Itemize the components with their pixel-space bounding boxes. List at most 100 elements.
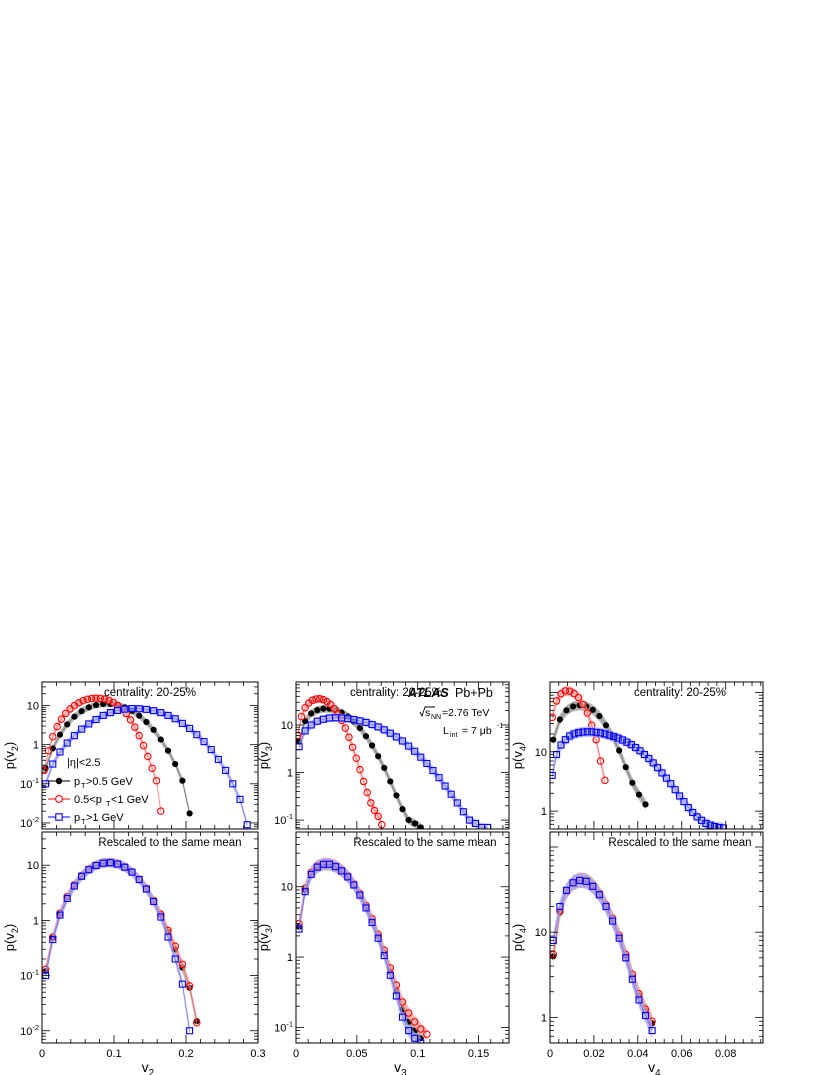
luminosity-label: L int = 7 μb -1 xyxy=(443,723,503,739)
point-high xyxy=(164,711,172,719)
point-high xyxy=(63,894,71,902)
x-tick-label: 0.2 xyxy=(178,1048,193,1060)
y-axis-label: p(v4) xyxy=(510,924,528,951)
series-all xyxy=(42,857,200,1026)
point-all xyxy=(589,706,596,713)
point-high xyxy=(236,795,244,803)
point-high xyxy=(49,935,57,944)
point-high xyxy=(592,728,600,736)
point-low xyxy=(79,696,87,705)
panel-annotation: Rescaled to the same mean xyxy=(98,837,241,849)
point-high xyxy=(680,798,688,806)
y-tick-label: 10-1 xyxy=(274,1019,293,1034)
point-high xyxy=(702,819,710,828)
point-high xyxy=(56,911,64,919)
point-low xyxy=(157,807,165,815)
line-low xyxy=(551,690,606,781)
point-low xyxy=(423,1030,431,1038)
point-high xyxy=(429,767,437,775)
svg-text:int: int xyxy=(450,732,457,739)
point-high xyxy=(628,975,636,983)
point-high xyxy=(78,725,86,733)
plot-frame xyxy=(549,681,764,830)
point-high xyxy=(350,881,358,889)
point-high xyxy=(344,873,352,881)
line-high xyxy=(551,731,724,829)
point-all xyxy=(314,707,321,714)
point-all xyxy=(78,708,85,715)
point-all xyxy=(393,792,400,799)
point-low xyxy=(561,687,570,695)
point-high xyxy=(570,730,578,738)
point-high xyxy=(596,729,605,737)
point-all xyxy=(150,726,157,733)
point-high xyxy=(615,934,623,942)
plot-frame xyxy=(41,831,259,1044)
point-high xyxy=(186,724,194,732)
point-all xyxy=(71,713,78,720)
point-high xyxy=(398,1013,407,1021)
y-tick-label: 10-2 xyxy=(20,1023,39,1038)
x-tick-label: 0.06 xyxy=(671,1048,692,1060)
point-all xyxy=(356,724,363,732)
svg-text:T: T xyxy=(81,781,86,790)
point-high xyxy=(171,955,179,963)
y-axis-label: p(v3) xyxy=(256,924,274,951)
point-high xyxy=(178,980,186,988)
point-low xyxy=(601,776,609,785)
point-all xyxy=(186,810,193,817)
point-high xyxy=(92,715,100,724)
y-axis-label: p(v2) xyxy=(2,924,20,951)
point-high xyxy=(386,971,394,979)
point-low xyxy=(178,960,187,969)
point-high xyxy=(640,750,648,759)
point-high xyxy=(338,867,346,875)
point-high xyxy=(135,875,143,884)
point-low xyxy=(583,709,592,717)
svg-text:p: p xyxy=(74,776,80,788)
series-high xyxy=(296,858,425,1043)
point-high xyxy=(635,996,643,1004)
y-tick-label: 10-2 xyxy=(20,815,39,830)
y-tick-label: 10 xyxy=(281,882,293,894)
point-high xyxy=(636,747,644,755)
point-all xyxy=(569,703,577,710)
point-all xyxy=(375,753,382,760)
plot-frame xyxy=(295,831,510,1044)
point-low xyxy=(417,1025,425,1033)
point-low xyxy=(126,716,135,724)
point-high xyxy=(392,733,400,741)
point-high xyxy=(106,709,114,717)
point-high xyxy=(229,780,237,788)
point-low xyxy=(62,709,70,718)
y-tick-label: 1 xyxy=(541,1012,547,1024)
point-high xyxy=(106,859,114,867)
x-tick-label: 0 xyxy=(547,1048,553,1060)
legend-eta-cut: |η|<2.5 xyxy=(67,757,101,769)
band-low xyxy=(45,857,197,1028)
point-high xyxy=(178,719,186,727)
x-axis-label: v3 xyxy=(394,1059,407,1075)
point-low xyxy=(356,765,364,774)
point-all xyxy=(405,817,412,824)
point-high xyxy=(150,707,158,715)
panel-annotation: centrality: 20-25% xyxy=(634,687,726,699)
point-high xyxy=(562,886,571,894)
point-high xyxy=(362,904,370,912)
point-high xyxy=(99,711,107,719)
y-tick-label: 1 xyxy=(33,740,39,752)
y-tick-label: 10 xyxy=(27,860,39,872)
point-high xyxy=(671,786,679,794)
point-high xyxy=(49,760,57,768)
point-high xyxy=(609,917,617,925)
x-tick-label: 0.04 xyxy=(627,1048,648,1060)
panel-annotation: centrality: 20-25% xyxy=(350,687,442,699)
point-low xyxy=(83,695,92,703)
point-low xyxy=(570,689,578,698)
y-axis-label: p(v3) xyxy=(256,742,274,769)
x-tick-label: 0.05 xyxy=(346,1048,367,1060)
point-all xyxy=(417,824,424,829)
